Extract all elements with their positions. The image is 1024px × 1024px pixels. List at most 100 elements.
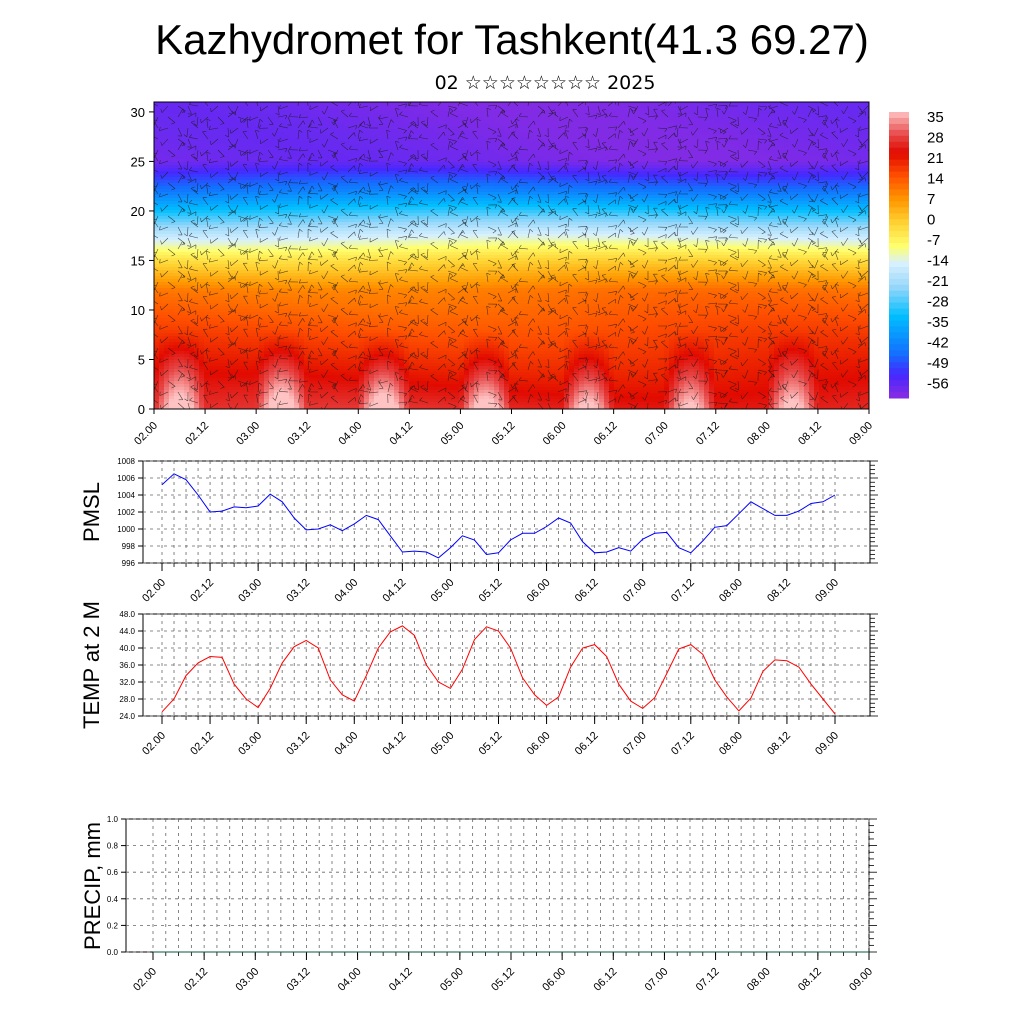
colorbar-label: -14 bbox=[927, 253, 949, 270]
colorbar-swatch bbox=[889, 213, 909, 220]
colorbar-swatch bbox=[889, 195, 909, 202]
colorbar-label: 28 bbox=[927, 130, 944, 147]
colorbar-swatch bbox=[889, 225, 909, 232]
temp-x-tick-label: 07.12 bbox=[669, 730, 697, 758]
colorbar-swatch bbox=[889, 123, 909, 131]
temp-y-tick-label: 24.0 bbox=[119, 712, 135, 721]
colorbar-swatch bbox=[889, 255, 909, 262]
precip-panel bbox=[121, 818, 877, 960]
pmsl-y-tick-label: 1000 bbox=[117, 525, 135, 534]
precip-x-tick-label: 03.00 bbox=[233, 966, 261, 994]
precip-y-tick-label: 0.0 bbox=[107, 948, 119, 957]
colorbar-swatch bbox=[889, 201, 909, 208]
colorbar-label: 21 bbox=[927, 150, 944, 167]
colorbar-swatch bbox=[889, 237, 909, 244]
colorbar-swatch bbox=[889, 260, 909, 268]
precip-x-tick-label: 07.00 bbox=[643, 966, 671, 994]
cs-x-tick-label: 07.12 bbox=[694, 420, 722, 448]
colorbar-swatch bbox=[889, 243, 909, 250]
temp-x-tick-label: 04.00 bbox=[332, 730, 360, 758]
temp-y-tick-label: 48.0 bbox=[119, 610, 135, 619]
colorbar-swatch bbox=[889, 338, 909, 345]
chart-subtitle: 02 ☆☆☆☆☆☆☆☆ 2025 bbox=[434, 72, 656, 94]
colorbar-swatch bbox=[889, 141, 909, 149]
colorbar-swatch bbox=[889, 266, 909, 274]
colorbar-swatch bbox=[889, 332, 909, 339]
cs-x-tick-label: 06.00 bbox=[541, 420, 569, 448]
cs-x-tick-label: 02.00 bbox=[132, 420, 160, 448]
precip-x-tick-label: 04.12 bbox=[387, 966, 415, 994]
precip-x-tick-label: 03.12 bbox=[285, 966, 313, 994]
cs-x-tick-label: 04.12 bbox=[388, 420, 416, 448]
colorbar-label: 7 bbox=[927, 191, 935, 208]
cs-y-tick-label: 5 bbox=[138, 352, 145, 367]
colorbar-swatch bbox=[889, 278, 909, 286]
temp-x-tick-label: 03.00 bbox=[236, 730, 264, 758]
temp-x-tick-label: 08.12 bbox=[765, 730, 793, 758]
cs-y-tick-label: 25 bbox=[131, 154, 145, 169]
colorbar-swatch bbox=[889, 153, 909, 161]
precip-x-tick-label: 08.00 bbox=[745, 966, 773, 994]
colorbar-label: 14 bbox=[927, 171, 944, 188]
colorbar-swatch bbox=[889, 368, 909, 375]
colorbar-swatch bbox=[889, 320, 909, 327]
colorbar-swatch bbox=[889, 386, 909, 393]
precip-x-tick-label: 02.12 bbox=[182, 966, 210, 994]
temp-y-tick-label: 32.0 bbox=[119, 678, 135, 687]
colorbar-swatch bbox=[889, 147, 909, 155]
cs-x-tick-label: 04.00 bbox=[336, 420, 364, 448]
cs-x-tick-label: 08.12 bbox=[796, 420, 824, 448]
cs-x-tick-label: 07.00 bbox=[643, 420, 671, 448]
cs-x-tick-label: 08.00 bbox=[745, 420, 773, 448]
pmsl-series-line bbox=[161, 473, 836, 559]
colorbar-swatch bbox=[889, 135, 909, 143]
pmsl-y-axis-label: PMSL bbox=[79, 482, 104, 542]
temp-panel bbox=[138, 613, 878, 724]
precip-x-tick-label: 05.00 bbox=[438, 966, 466, 994]
temp-y-tick-label: 36.0 bbox=[119, 661, 135, 670]
pmsl-x-tick-label: 03.00 bbox=[236, 577, 264, 605]
pmsl-x-tick-label: 05.12 bbox=[477, 577, 505, 605]
colorbar-swatch bbox=[889, 284, 909, 292]
colorbar-swatch bbox=[889, 356, 909, 363]
precip-x-tick-label: 09.00 bbox=[847, 966, 875, 994]
pmsl-y-tick-label: 1006 bbox=[117, 474, 135, 483]
pmsl-x-tick-label: 04.00 bbox=[332, 577, 360, 605]
colorbar-swatch bbox=[889, 249, 909, 256]
precip-y-axis-label: PRECIP, mm bbox=[80, 822, 105, 950]
pmsl-x-tick-label: 08.12 bbox=[765, 577, 793, 605]
precip-y-tick-label: 0.8 bbox=[107, 842, 119, 851]
colorbar-swatch bbox=[889, 296, 909, 304]
pmsl-y-tick-label: 998 bbox=[122, 542, 136, 551]
colorbar-swatch bbox=[889, 362, 909, 369]
chart-title: Kazhydromet for Tashkent(41.3 69.27) bbox=[155, 16, 869, 63]
precip-frame bbox=[125, 818, 870, 953]
pmsl-x-tick-label: 08.00 bbox=[717, 577, 745, 605]
cs-x-tick-label: 06.12 bbox=[592, 420, 620, 448]
colorbar-label: -35 bbox=[927, 314, 949, 331]
precip-y-tick-label: 1.0 bbox=[107, 815, 119, 824]
temp-x-tick-label: 05.00 bbox=[429, 730, 457, 758]
pmsl-y-tick-label: 1004 bbox=[117, 491, 135, 500]
precip-y-tick-label: 0.2 bbox=[107, 921, 119, 930]
colorbar-label: 35 bbox=[927, 109, 944, 126]
pmsl-x-tick-label: 04.12 bbox=[381, 577, 409, 605]
cs-x-tick-label: 03.12 bbox=[285, 420, 313, 448]
colorbar-swatch bbox=[889, 350, 909, 357]
temp-x-tick-label: 02.00 bbox=[140, 730, 168, 758]
colorbar-swatch bbox=[889, 380, 909, 387]
colorbar-swatch bbox=[889, 171, 909, 179]
cross-section-field bbox=[154, 102, 869, 409]
pmsl-y-tick-label: 1008 bbox=[117, 457, 135, 466]
colorbar-swatch bbox=[889, 219, 909, 226]
temp-series-line bbox=[161, 625, 836, 715]
precip-x-tick-label: 08.12 bbox=[796, 966, 824, 994]
precip-x-tick-label: 05.12 bbox=[489, 966, 517, 994]
colorbar-label: 0 bbox=[927, 212, 935, 229]
pmsl-x-tick-label: 02.00 bbox=[140, 577, 168, 605]
colorbar-swatch bbox=[889, 231, 909, 238]
cs-y-tick-label: 10 bbox=[131, 303, 145, 318]
colorbar-swatch bbox=[889, 177, 909, 184]
precip-y-tick-label: 0.4 bbox=[107, 895, 119, 904]
